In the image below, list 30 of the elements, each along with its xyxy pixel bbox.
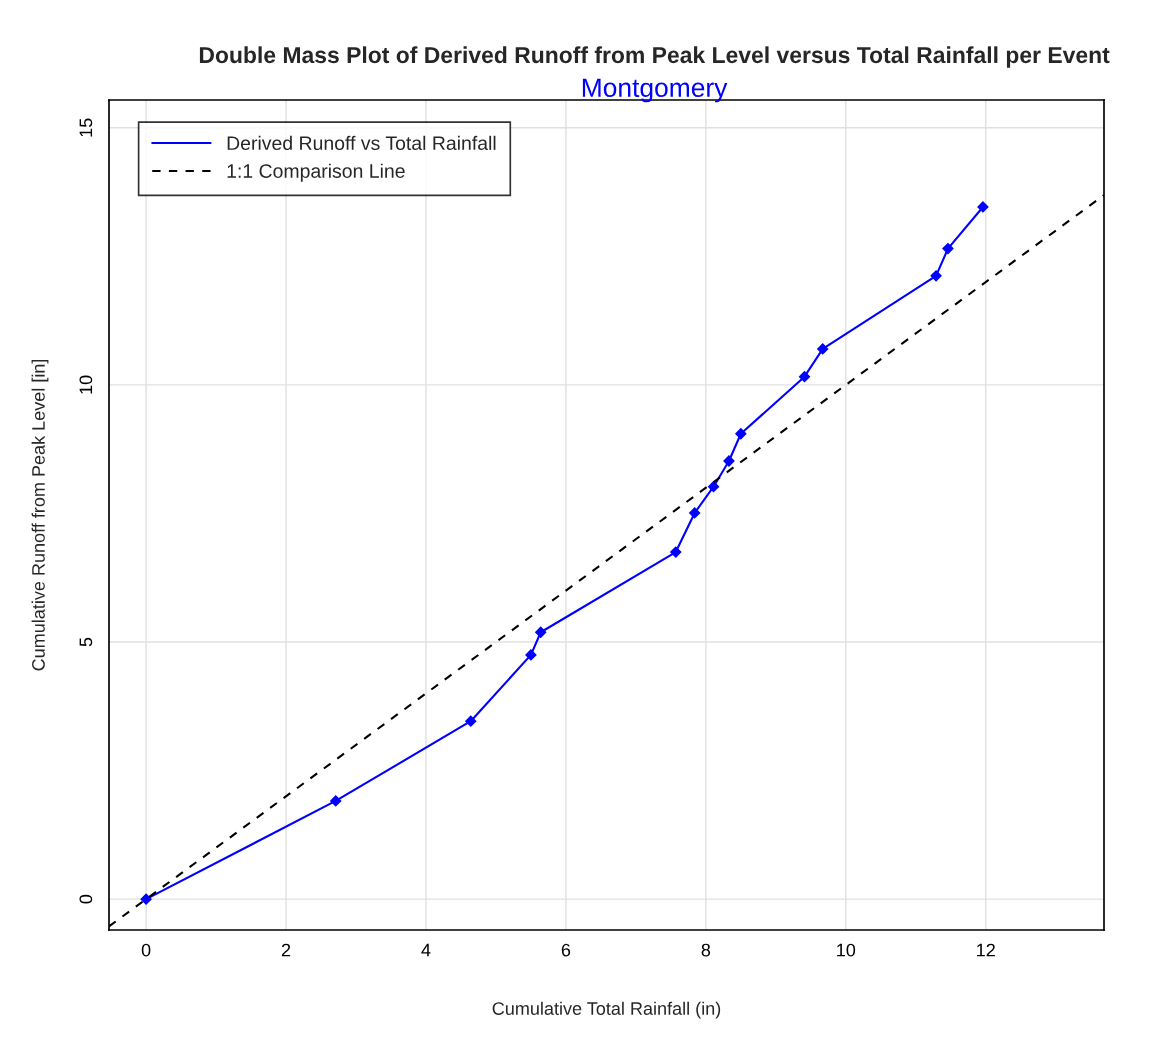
- x-tick-label: 6: [561, 943, 571, 957]
- point: [140, 893, 152, 905]
- point: [942, 243, 954, 255]
- point: [535, 626, 547, 638]
- x-tick-label: 4: [421, 943, 431, 957]
- legend-label: Derived Runoff vs Total Rainfall: [227, 135, 496, 151]
- point: [330, 795, 342, 807]
- point: [465, 715, 477, 727]
- point: [817, 343, 829, 355]
- legend-label: 1:1 Comparison Line: [227, 163, 405, 182]
- x-axis-title: Cumulative Total Rainfall (in): [492, 1001, 721, 1019]
- point: [689, 507, 701, 519]
- x-tick-label: 2: [281, 943, 291, 957]
- y-tick-label: 0: [79, 894, 93, 904]
- x-tick-label: 8: [701, 943, 711, 957]
- y-tick-label: 15: [79, 118, 93, 137]
- chart-title: Double Mass Plot of Derived Runoff from Peak Level versus Total Rainfall per Event: [199, 46, 1110, 68]
- point: [798, 371, 811, 383]
- point: [670, 546, 682, 558]
- y-tick-label: 10: [79, 375, 93, 394]
- y-tick-label: 5: [79, 637, 93, 647]
- y-axis-title: Cumulative Runoff from Peak Level [in]: [31, 359, 49, 671]
- x-tick-label: 12: [977, 943, 995, 957]
- point: [735, 428, 747, 440]
- point: [525, 649, 537, 661]
- chart-subtitle: Montgomery: [582, 78, 728, 103]
- point: [707, 481, 720, 493]
- x-tick-label: 0: [141, 943, 151, 957]
- point: [930, 270, 942, 282]
- x-tick-label: 10: [837, 943, 856, 957]
